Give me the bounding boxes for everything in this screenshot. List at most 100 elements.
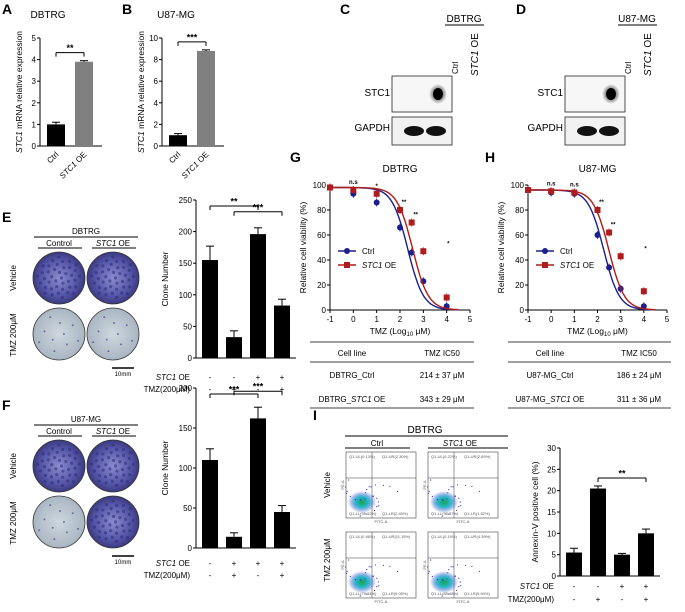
- colony: [121, 453, 126, 458]
- x-tick-label: 0: [351, 315, 356, 324]
- bar: [250, 418, 266, 548]
- row-label-tmz: TMZ(200μM): [508, 595, 555, 604]
- significance-annotation: n.s: [349, 180, 358, 186]
- flow-event: [460, 585, 462, 587]
- quadrant-lr: Q1-LR(2.45%): [382, 511, 408, 516]
- flow-x-axis: FITC-A: [457, 599, 470, 604]
- data-point-stc1-oe: [420, 248, 427, 255]
- colony: [55, 450, 59, 455]
- colony: [46, 458, 50, 462]
- flow-event: [471, 485, 473, 487]
- quadrant-ll: Q1-LL(95.12%): [349, 511, 377, 516]
- colony: [73, 268, 77, 273]
- colony: [128, 263, 132, 267]
- flow-event: [376, 586, 378, 588]
- x-tick-label: 3: [618, 315, 623, 324]
- quadrant-ur: Q1-UR(2.30%): [382, 454, 409, 459]
- colony: [118, 460, 122, 464]
- stc1-oe-sign: +: [620, 582, 625, 591]
- colony: [111, 458, 116, 463]
- flow-event: [346, 570, 348, 573]
- flow-event: [448, 568, 450, 571]
- colony: [61, 281, 65, 285]
- data-point-stc1-oe: [571, 189, 578, 196]
- flow-event: [359, 515, 361, 517]
- stc1-oe-sign: +: [232, 559, 237, 568]
- colony: [68, 473, 72, 477]
- plate-title: U87-MG: [71, 415, 101, 424]
- colony: [125, 536, 129, 540]
- flow-y-axis: PE-A: [340, 560, 345, 570]
- quadrant-lr: Q1-LR(1.52%): [464, 511, 490, 516]
- oe-text: OE: [470, 33, 481, 51]
- colony: [53, 538, 56, 541]
- flow-event: [366, 568, 368, 571]
- xlabel-end: μM): [611, 326, 628, 336]
- y-axis-label: Relative cell viability (%): [298, 202, 308, 294]
- legend-marker-stc1-oe: [542, 262, 548, 268]
- significance-annotation: **: [402, 200, 407, 206]
- colony: [127, 522, 131, 526]
- colony: [61, 469, 65, 473]
- data-point-stc1-oe: [525, 187, 531, 193]
- colony: [97, 535, 101, 539]
- flow-event: [448, 513, 450, 515]
- bar: [202, 260, 218, 358]
- panel-F-colony-u87: U87-MG Control STC1 OE Vehicle TMZ 200μM 10mm…: [9, 382, 296, 580]
- stc1-italic: STC1: [560, 261, 580, 270]
- colony: [97, 285, 102, 290]
- y-tick-label: 100: [179, 291, 193, 300]
- colony: [97, 529, 102, 534]
- flow-event: [478, 570, 481, 573]
- colony: [121, 447, 126, 452]
- y-tick-label: 8: [154, 56, 159, 65]
- oe-text: OE: [176, 559, 190, 568]
- blot-band-stc1-oe-core: [606, 88, 616, 100]
- colony: [73, 456, 77, 461]
- row-label-gapdh: GAPDH: [527, 123, 563, 134]
- colony: [95, 452, 99, 456]
- stc1-oe-sign: -: [233, 373, 236, 382]
- flow-event: [442, 499, 444, 501]
- oe-text: OE: [176, 373, 190, 382]
- flow-event: [431, 495, 433, 498]
- colony: [54, 467, 58, 471]
- colony: [127, 456, 131, 461]
- colony: [115, 259, 119, 264]
- row-label-stc1-oe: STC1 OE: [520, 582, 554, 591]
- sig-label: **: [230, 197, 238, 207]
- colony: [96, 521, 101, 525]
- scale-bar-label: 10mm: [115, 372, 132, 378]
- flow-event: [364, 578, 366, 580]
- stc1-italic: STC1: [470, 50, 481, 76]
- colony: [131, 462, 135, 466]
- colony: [123, 273, 128, 277]
- colony: [110, 535, 114, 539]
- colony: [50, 481, 54, 485]
- quadrant-ur: Q1-UR(11.15%): [382, 534, 411, 539]
- plate-label-stc1-oe: STC1 OE: [96, 239, 130, 248]
- tmz-sign: +: [280, 571, 285, 580]
- colony: [43, 473, 48, 478]
- panel-label-A: A: [2, 1, 12, 17]
- legend-label-ctrl: Ctrl: [362, 247, 375, 256]
- colony: [131, 274, 135, 278]
- colony: [38, 341, 41, 344]
- colony: [47, 280, 51, 284]
- colony: [74, 451, 78, 455]
- flow-event: [452, 486, 454, 488]
- significance-annotation: n.s: [547, 181, 556, 187]
- data-point-stc1-oe: [606, 229, 613, 236]
- stc1-italic: STC1: [96, 239, 116, 248]
- colony: [57, 443, 61, 447]
- colony: [69, 273, 74, 277]
- table-cell-part: DBTRG_: [319, 395, 352, 404]
- flow-event: [360, 579, 362, 581]
- colony: [100, 458, 104, 462]
- flow-event: [374, 484, 377, 486]
- flow-event: [389, 565, 391, 567]
- colony: [47, 264, 51, 268]
- y-tick-label: 1: [32, 120, 37, 129]
